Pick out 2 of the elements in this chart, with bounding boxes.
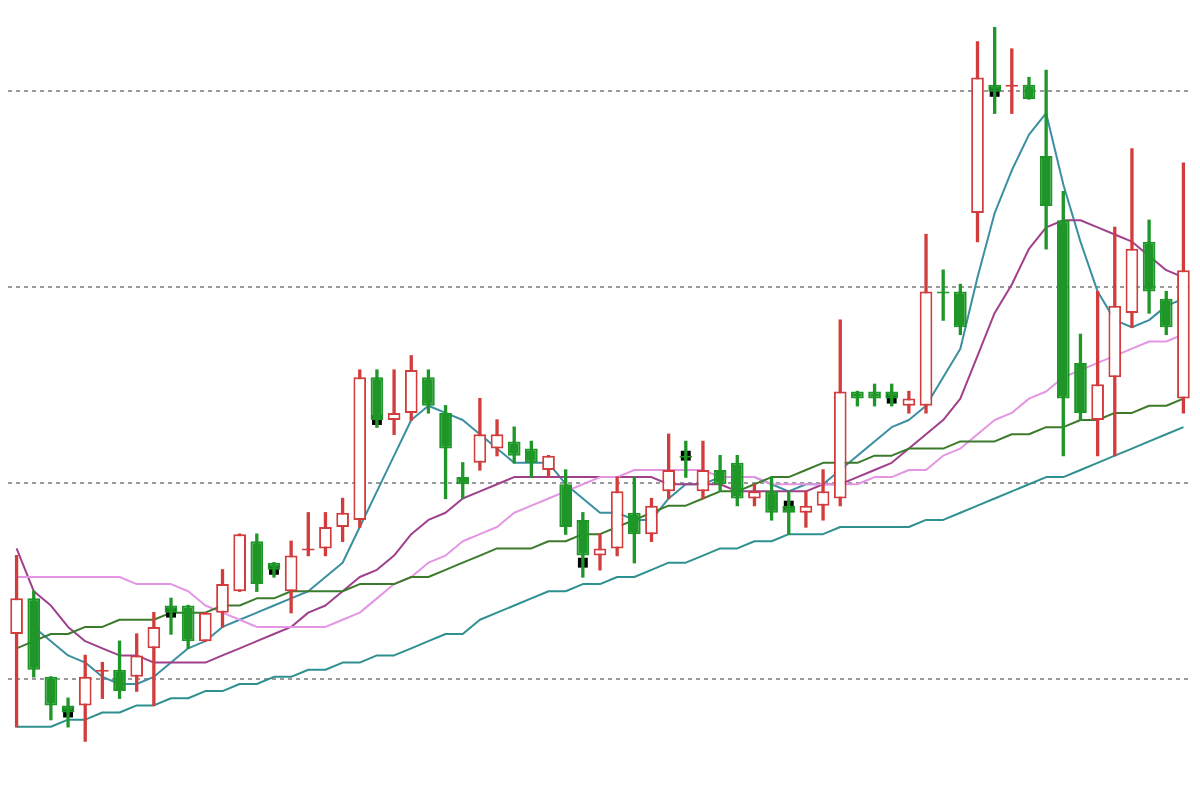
- candlestick: [147, 611, 161, 707]
- candlestick: [593, 533, 607, 571]
